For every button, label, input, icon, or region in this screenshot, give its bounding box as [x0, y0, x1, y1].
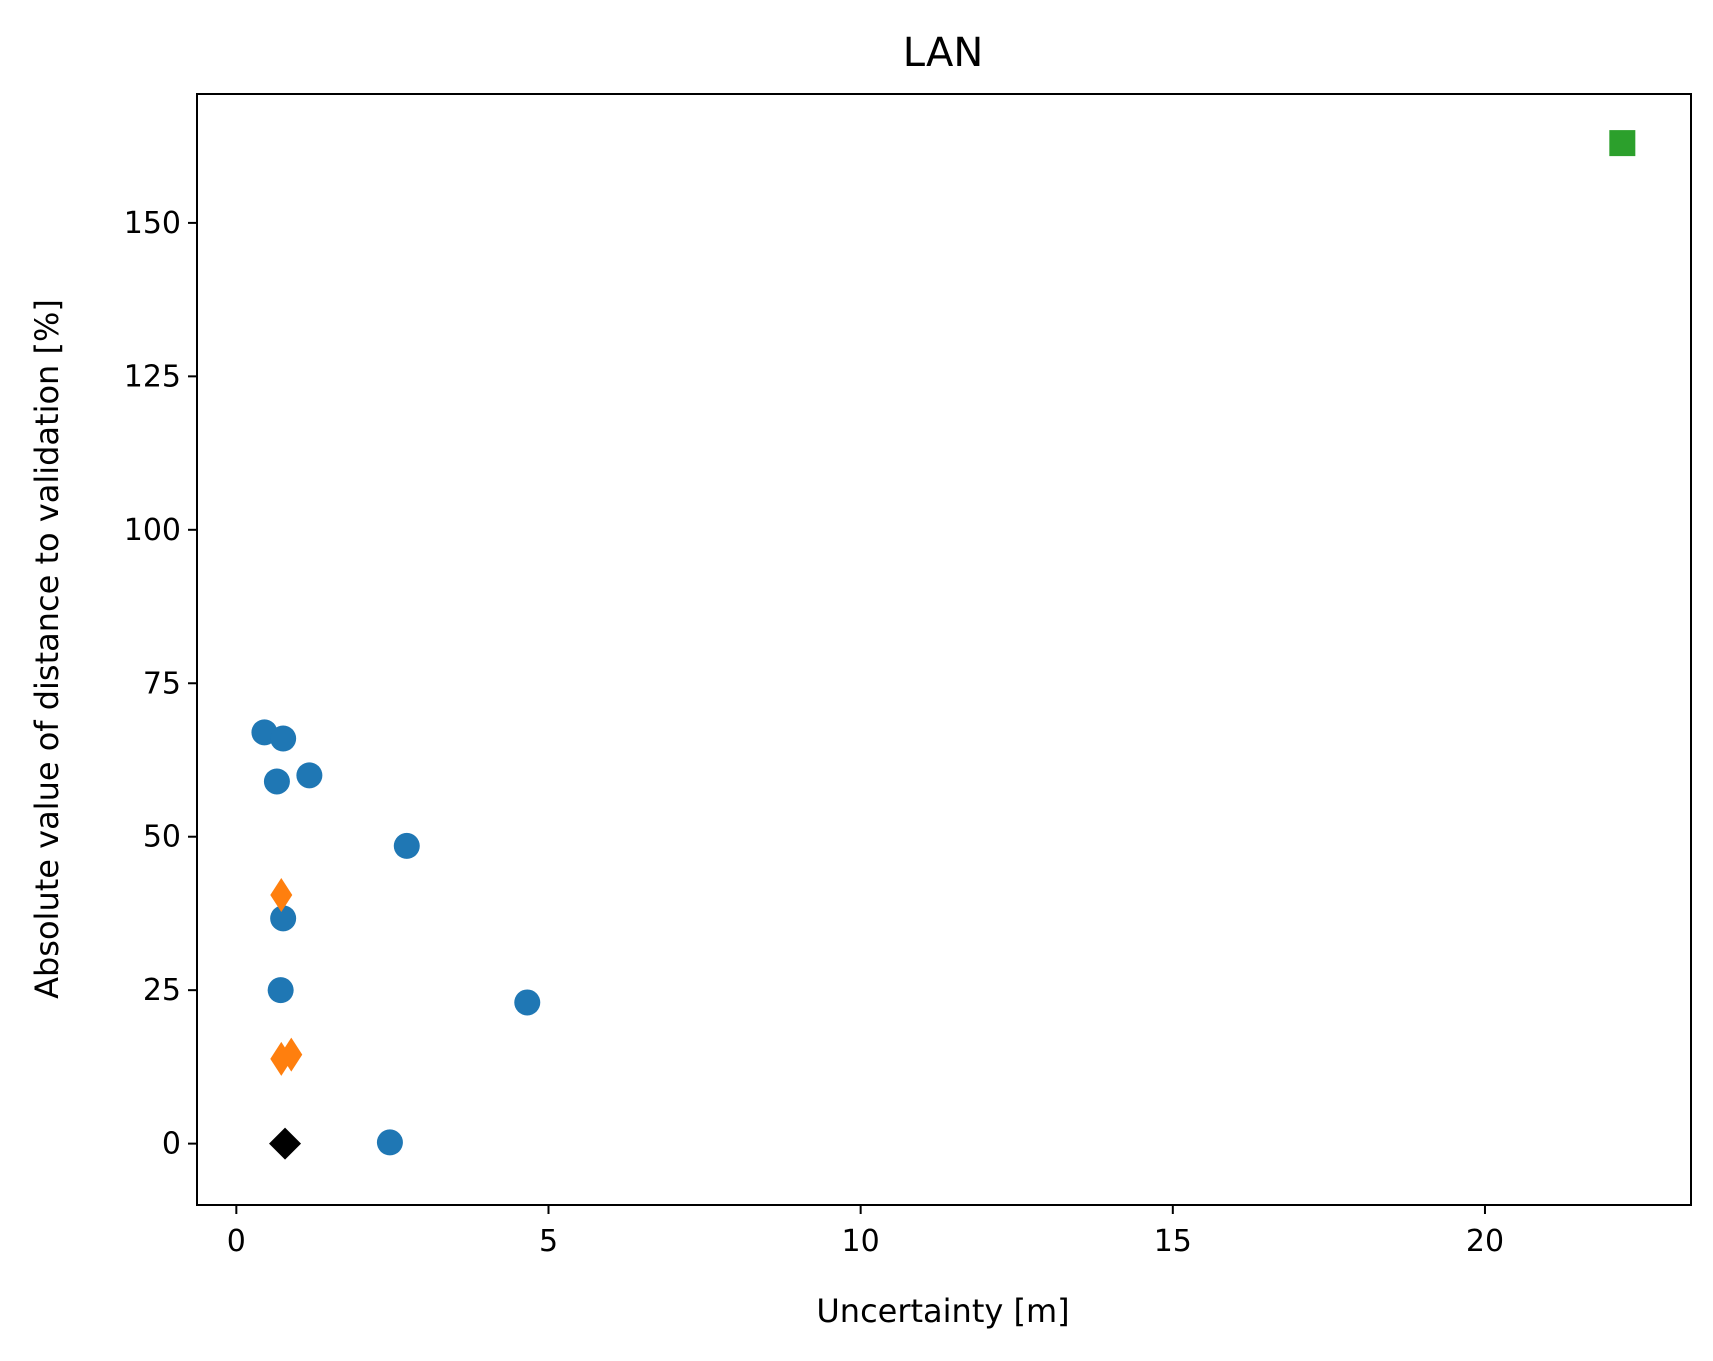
data-point-circle	[270, 725, 297, 752]
data-point-circle	[393, 832, 420, 859]
data-point-circle	[376, 1129, 403, 1156]
y-tick-label: 25	[143, 973, 181, 1008]
y-tick-label: 150	[124, 206, 181, 241]
data-point-square	[1609, 130, 1636, 157]
data-point-circle	[514, 989, 541, 1016]
data-marks	[251, 130, 1636, 1160]
y-tick-label: 75	[143, 666, 181, 701]
x-tick-label: 15	[1154, 1224, 1192, 1259]
x-tick-label: 0	[227, 1224, 246, 1259]
data-point-thin-diamond	[280, 1037, 303, 1072]
data-point-circle	[267, 977, 294, 1004]
chart-title: LAN	[903, 30, 984, 76]
y-tick-label: 125	[124, 359, 181, 394]
y-tick-label: 0	[162, 1127, 181, 1162]
x-axis-ticks: 0 5 10 15 20	[227, 1205, 1504, 1259]
data-point-circle	[270, 905, 297, 932]
y-tick-label: 100	[124, 513, 181, 548]
x-tick-label: 20	[1466, 1224, 1504, 1259]
y-axis-label: Absolute value of distance to validation…	[28, 299, 66, 999]
x-tick-label: 5	[539, 1224, 558, 1259]
y-axis-ticks: 0 25 50 75 100 125 150	[124, 206, 197, 1162]
data-point-circle	[296, 762, 323, 789]
y-tick-label: 50	[143, 820, 181, 855]
x-tick-label: 10	[842, 1224, 880, 1259]
data-point-thin-diamond	[270, 878, 293, 913]
data-point-diamond	[269, 1127, 302, 1160]
plot-frame	[196, 93, 1692, 1206]
data-point-circle	[263, 768, 290, 795]
x-axis-label: Uncertainty [m]	[816, 1292, 1069, 1330]
